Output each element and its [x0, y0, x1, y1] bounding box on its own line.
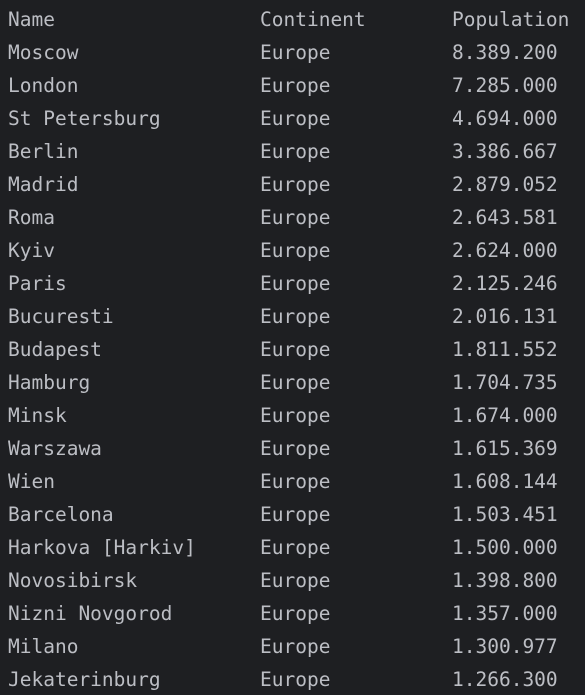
population-cell: 2.624.000	[452, 239, 558, 262]
continent-cell: Europe	[260, 470, 331, 493]
name-cell: Moscow	[8, 41, 79, 64]
population-cell: 1.704.735	[452, 371, 558, 394]
continent-cell: Europe	[260, 41, 331, 64]
continent-cell: Europe	[260, 371, 331, 394]
name-cell: Budapest	[8, 338, 102, 361]
continent-cell: Europe	[260, 272, 331, 295]
population-cell: 2.016.131	[452, 305, 558, 328]
name-cell: St Petersburg	[8, 107, 161, 130]
name-cell: Wien	[8, 470, 55, 493]
header-cell: Name	[8, 8, 55, 31]
continent-cell: Europe	[260, 140, 331, 163]
continent-cell: Europe	[260, 107, 331, 130]
continent-cell: Europe	[260, 668, 331, 691]
name-cell: Barcelona	[8, 503, 114, 526]
population-cell: 1.674.000	[452, 404, 558, 427]
name-cell: Harkova [Harkiv]	[8, 536, 196, 559]
name-cell: Milano	[8, 635, 79, 658]
name-cell: Hamburg	[8, 371, 91, 394]
population-cell: 1.266.300	[452, 668, 558, 691]
population-cell: 1.500.000	[452, 536, 558, 559]
population-cell: 1.811.552	[452, 338, 558, 361]
name-cell: Nizni Novgorod	[8, 602, 173, 625]
name-cell: Berlin	[8, 140, 79, 163]
name-cell: Kyiv	[8, 239, 55, 262]
population-cell: 1.503.451	[452, 503, 558, 526]
population-cell: 1.615.369	[452, 437, 558, 460]
population-cell: 2.643.581	[452, 206, 558, 229]
name-cell: Bucuresti	[8, 305, 114, 328]
name-cell: Paris	[8, 272, 67, 295]
name-cell: Warszawa	[8, 437, 102, 460]
population-cell: 4.694.000	[452, 107, 558, 130]
population-cell: 3.386.667	[452, 140, 558, 163]
continent-cell: Europe	[260, 635, 331, 658]
continent-cell: Europe	[260, 602, 331, 625]
continent-cell: Europe	[260, 569, 331, 592]
name-cell: Novosibirsk	[8, 569, 138, 592]
continent-cell: Europe	[260, 173, 331, 196]
population-cell: 2.879.052	[452, 173, 558, 196]
population-cell: 1.398.800	[452, 569, 558, 592]
continent-cell: Europe	[260, 338, 331, 361]
continent-cell: Europe	[260, 206, 331, 229]
name-cell: Jekaterinburg	[8, 668, 161, 691]
name-cell: London	[8, 74, 79, 97]
continent-cell: Europe	[260, 74, 331, 97]
header-cell: Continent	[260, 8, 366, 31]
continent-cell: Europe	[260, 437, 331, 460]
continent-cell: Europe	[260, 305, 331, 328]
population-cell: 1.357.000	[452, 602, 558, 625]
header-cell: Population	[452, 8, 570, 31]
population-cell: 7.285.000	[452, 74, 558, 97]
name-cell: Minsk	[8, 404, 67, 427]
population-cell: 2.125.246	[452, 272, 558, 295]
continent-cell: Europe	[260, 239, 331, 262]
population-cell: 8.389.200	[452, 41, 558, 64]
population-cell: 1.608.144	[452, 470, 558, 493]
continent-cell: Europe	[260, 536, 331, 559]
name-cell: Madrid	[8, 173, 79, 196]
continent-cell: Europe	[260, 503, 331, 526]
population-cell: 1.300.977	[452, 635, 558, 658]
continent-cell: Europe	[260, 404, 331, 427]
name-cell: Roma	[8, 206, 55, 229]
